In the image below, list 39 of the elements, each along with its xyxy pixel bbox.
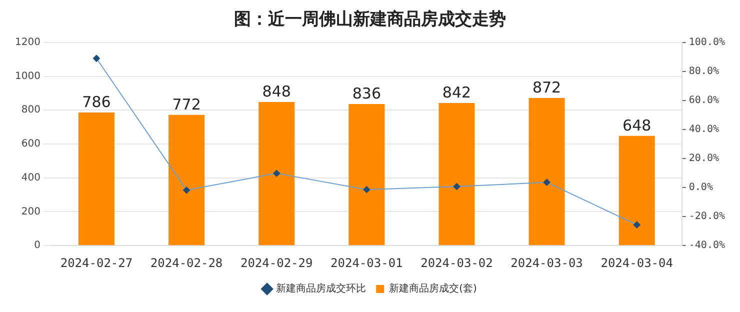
x-tick-label: 2024-03-02 (420, 256, 493, 270)
data-label: 772 (172, 95, 201, 114)
bar (528, 98, 565, 246)
y-tick-label: 1000 (14, 70, 40, 82)
bar (618, 136, 655, 246)
bar (348, 104, 385, 246)
y2-tick-label: 100.0% (688, 36, 725, 48)
x-tick-label: 2024-02-27 (60, 256, 133, 270)
y-tick-label: 800 (21, 104, 40, 116)
y-tick-label: 200 (21, 206, 40, 218)
chart-title: 图：近一周佛山新建商品房成交走势 (234, 10, 506, 30)
data-label: 836 (352, 84, 381, 102)
legend-label: 新建商品房成交环比 (276, 282, 366, 295)
x-tick-label: 2024-02-28 (150, 256, 223, 270)
data-label: 648 (622, 116, 652, 134)
data-label: 842 (442, 83, 472, 102)
bar (258, 102, 295, 246)
x-tick-label: 2024-03-04 (600, 256, 673, 270)
data-label: 786 (82, 92, 111, 111)
y-tick-label: 400 (21, 172, 40, 184)
y2-tick-label: 60.0% (688, 95, 719, 106)
y2-tick-label: 0.0% (688, 182, 713, 194)
y-tick-label: 0 (34, 240, 40, 252)
x-tick-label: 2024-03-01 (330, 256, 403, 270)
legend-label: 新建商品房成交(套) (389, 282, 477, 295)
data-label: 848 (262, 82, 291, 100)
y2-tick-label: 40.0% (688, 124, 719, 136)
y2-tick-label: 20.0% (688, 153, 719, 164)
data-label: 872 (532, 78, 562, 96)
y2-tick-label: 80.0% (688, 66, 719, 78)
y2-tick-label: -20.0% (688, 211, 725, 222)
x-tick-label: 2024-03-03 (510, 256, 583, 270)
y2-tick-label: -40.0% (688, 240, 725, 252)
bar (438, 103, 475, 246)
bar (168, 114, 205, 246)
y-tick-label: 1200 (14, 36, 40, 48)
x-tick-label: 2024-02-29 (240, 256, 313, 270)
y-tick-label: 600 (21, 138, 40, 150)
bar (78, 112, 114, 246)
